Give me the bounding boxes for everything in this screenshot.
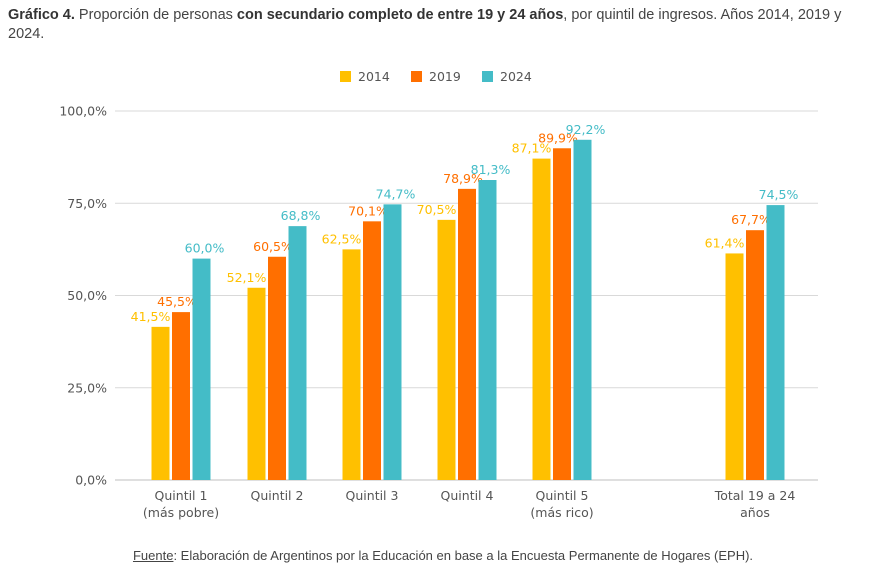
data-label-2014: 52,1%	[227, 270, 267, 285]
data-label-2014: 70,5%	[417, 202, 457, 217]
bar-2024	[766, 205, 785, 480]
bar-2024	[288, 226, 307, 480]
legend-swatch-2019	[411, 71, 422, 82]
bar-chart: 0,0% 25,0% 50,0% 75,0% 100,0% 41,5% 52,1% 62,5%…	[59, 69, 818, 520]
bar-2024	[383, 204, 402, 480]
data-label-2019: 78,9%	[443, 171, 483, 186]
bar-2019	[268, 256, 286, 480]
category-label: Quintil 5	[536, 488, 589, 503]
bar-2024	[573, 139, 592, 481]
legend-label-2019: 2019	[429, 69, 461, 84]
bar-2014	[247, 287, 266, 480]
data-label-2024: 60,0%	[185, 241, 225, 256]
data-label-2019: 45,5%	[157, 294, 197, 309]
source-text: : Elaboración de Argentinos por la Educa…	[173, 548, 754, 563]
data-label-2019: 70,1%	[348, 203, 388, 218]
data-label-2014: 41,5%	[131, 309, 171, 324]
data-label-2024: 74,5%	[759, 187, 799, 202]
category-label: (más pobre)	[143, 505, 219, 520]
y-tick-label: 50,0%	[67, 288, 107, 303]
bar-2019	[172, 312, 190, 480]
chart-title-pre: Proporción de personas	[78, 7, 233, 23]
category-label: Total 19 a 24	[714, 488, 796, 503]
bar-2014	[151, 326, 170, 480]
legend-label-2014: 2014	[358, 69, 390, 84]
bar-2019	[458, 188, 476, 480]
y-tick-label: 25,0%	[67, 380, 107, 395]
chart-title-post: , por quintil de ingresos. Años 2014, 20…	[8, 7, 842, 42]
legend-swatch-2024	[482, 71, 493, 82]
category-label: Quintil 2	[251, 488, 304, 503]
source-label: Fuente	[132, 548, 174, 563]
category-label: Quintil 3	[346, 488, 399, 503]
data-label-2014: 61,4%	[705, 235, 745, 250]
bar-2014	[437, 219, 456, 481]
category-label: años	[740, 505, 770, 520]
category-label: Quintil 4	[441, 488, 494, 503]
bar-2019	[746, 230, 764, 480]
category-label: (más rico)	[530, 505, 593, 520]
chart-title: Gráfico 4. Proporción de personas con se…	[8, 6, 878, 44]
chart-title-bold: con secundario completo de entre 19 y 24…	[236, 7, 564, 23]
data-label-2019: 89,9%	[538, 130, 578, 145]
bar-2024	[192, 258, 211, 480]
legend-label-2024: 2024	[500, 69, 532, 84]
y-tick-label: 100,0%	[59, 104, 107, 119]
bar-2014	[342, 249, 361, 480]
y-tick-label: 0,0%	[75, 473, 107, 488]
source-note: Fuente: Elaboración de Argentinos por la…	[0, 548, 886, 563]
bar-2019	[553, 148, 571, 481]
bar-2014	[532, 158, 551, 480]
data-label-2024: 68,8%	[281, 208, 321, 223]
data-label-2024: 74,7%	[376, 186, 416, 201]
y-tick-label: 75,0%	[67, 196, 107, 211]
data-label-2019: 67,7%	[731, 212, 771, 227]
chart-title-label: Gráfico 4.	[8, 7, 75, 23]
data-label-2019: 60,5%	[253, 239, 293, 254]
bar-2019	[363, 221, 381, 480]
data-label-2014: 87,1%	[512, 141, 552, 156]
bar-2024	[478, 180, 497, 481]
data-label-2014: 62,5%	[322, 231, 362, 246]
data-label-2024: 81,3%	[471, 162, 511, 177]
category-label: Quintil 1	[155, 488, 208, 503]
bar-2014	[725, 253, 744, 480]
legend-swatch-2014	[340, 71, 351, 82]
data-label-2024: 92,2%	[566, 122, 606, 137]
